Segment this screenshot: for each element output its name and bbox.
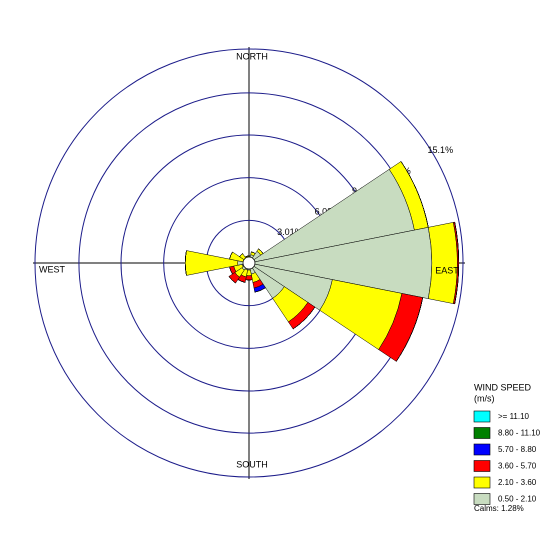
calms-label: Calms: 1.28% (474, 504, 524, 513)
legend-label: >= 11.10 (498, 412, 530, 421)
direction-label: WEST (39, 264, 66, 274)
legend-label: 5.70 - 8.80 (498, 445, 537, 454)
direction-label: SOUTH (236, 459, 268, 469)
legend-label: 2.10 - 3.60 (498, 478, 537, 487)
center-dot (242, 256, 256, 270)
legend-swatch (473, 427, 491, 439)
wind-segment (239, 253, 243, 257)
legend-title: WIND SPEED (474, 382, 532, 392)
legend-swatch (473, 460, 491, 472)
legend-swatch (473, 443, 491, 456)
wind-segment (428, 222, 458, 304)
legend-label: 3.60 - 5.70 (498, 462, 537, 471)
legend-label: 0.50 - 2.10 (498, 495, 537, 504)
wind-segment (245, 275, 253, 281)
legend-label: 8.80 - 11.10 (498, 429, 541, 438)
direction-label: NORTH (236, 51, 268, 61)
legend-swatch (473, 476, 491, 489)
legend-swatch (473, 410, 491, 423)
legend-unit: (m/s) (474, 393, 495, 403)
wind-segment (228, 276, 236, 284)
ring-label: 15.1% (428, 145, 454, 155)
wind-segment (184, 250, 239, 276)
grid-ring (34, 48, 464, 478)
ring-label: 3.01% (277, 227, 303, 237)
direction-label: EAST (435, 265, 459, 275)
legend-swatch (473, 493, 491, 505)
